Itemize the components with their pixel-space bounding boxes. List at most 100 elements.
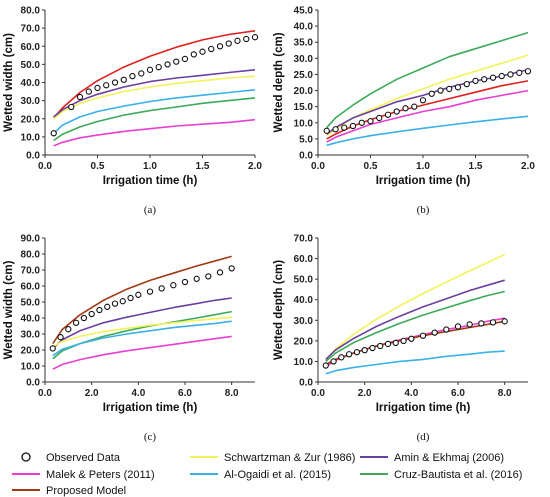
legend-label: Malek & Peters (2011): [46, 469, 155, 481]
series-line-cruz: [326, 31, 529, 129]
y-tick-label: 0.0: [299, 151, 313, 162]
y-tick-label: 35.0: [294, 38, 314, 49]
y-tick-label: 20.0: [294, 336, 314, 347]
legend-label: Schwartzman & Zur (1986): [224, 452, 355, 464]
y-tick-label: 25.0: [294, 70, 314, 81]
observed-point: [94, 84, 101, 92]
observed-point: [251, 34, 259, 41]
observed-point: [431, 329, 438, 336]
series-line-schwartzman: [52, 316, 232, 348]
observed-point: [437, 87, 444, 94]
observed-point: [129, 73, 136, 80]
y-tick-label: 70.0: [294, 234, 314, 245]
observed-point: [516, 69, 523, 76]
observed-point: [411, 103, 418, 110]
observed-point: [50, 130, 57, 137]
y-tick-label: 5.0: [299, 134, 313, 145]
observed-point: [135, 291, 142, 298]
x-tick-label: 8.0: [498, 388, 512, 399]
observed-point: [243, 35, 250, 43]
series-line-alogaidi: [326, 115, 529, 147]
series-line-cruz: [53, 97, 256, 142]
observed-point: [164, 61, 171, 68]
observed-point: [472, 77, 479, 85]
series-line-schwartzman: [325, 253, 506, 360]
y-tick-label: 45.0: [294, 6, 314, 17]
observed-point: [393, 108, 400, 115]
observed-point: [332, 126, 339, 133]
observed-point: [408, 335, 415, 342]
observed-point: [419, 97, 427, 104]
observed-point: [120, 76, 127, 83]
y-tick-label: 30.0: [21, 96, 41, 107]
observed-point: [345, 351, 353, 358]
y-tick-label: 60.0: [21, 42, 41, 53]
y-axis-title: Wetted depth (cm): [273, 32, 285, 132]
observed-point: [72, 319, 80, 326]
observed-point: [341, 124, 348, 131]
x-tick-label: 4.0: [404, 388, 418, 399]
y-tick-label: 40.0: [294, 295, 314, 306]
legend-label: Al-Ogaidi et al. (2015): [224, 469, 331, 481]
panel-caption: (c): [144, 431, 157, 443]
y-tick-label: 40.0: [294, 22, 314, 33]
series-line-alogaidi: [52, 320, 232, 357]
panel-caption: (b): [417, 204, 430, 216]
legend-item-malek: Malek & Peters (2011): [12, 469, 155, 481]
y-tick-label: 50.0: [21, 60, 41, 71]
series-line-amin: [52, 297, 232, 349]
series-line-malek: [52, 335, 232, 370]
y-tick-label: 40.0: [21, 78, 41, 89]
observed-point: [419, 332, 427, 339]
x-tick-label: 2.0: [521, 161, 535, 172]
observed-point: [330, 358, 337, 365]
y-axis-title: Wetted width (cm): [3, 260, 15, 359]
observed-point: [193, 275, 200, 282]
x-tick-label: 2.0: [248, 161, 262, 172]
observed-point: [49, 345, 56, 352]
y-tick-label: 0.0: [26, 151, 40, 162]
chart-panel-d: 0.0 10.0 20.0 30.0 40.0 50.0 60.0 70.0 0.0 2.0 4.0…: [273, 234, 528, 443]
observed-point: [76, 93, 84, 101]
legend-item-cruz: Cruz-Bautista et al. (2016): [360, 469, 522, 481]
observed-point: [199, 48, 206, 55]
observed-point: [80, 314, 88, 322]
observed-point: [111, 79, 119, 86]
legend-label: Cruz-Bautista et al. (2016): [394, 469, 522, 481]
x-tick-label: 4.0: [131, 388, 145, 399]
observed-point: [501, 318, 508, 325]
observed-point: [57, 334, 64, 341]
y-tick-label: 90.0: [21, 234, 41, 245]
y-tick-label: 80.0: [21, 6, 41, 17]
x-tick-label: 2.0: [358, 388, 372, 399]
panel-caption: (d): [417, 431, 430, 443]
observed-point: [358, 119, 365, 126]
y-axis-title: Wetted width (cm): [3, 33, 15, 132]
y-tick-label: 50.0: [294, 275, 314, 286]
series-line-alogaidi: [325, 350, 505, 375]
observed-point: [234, 37, 241, 44]
y-tick-label: 10.0: [21, 132, 41, 143]
observed-point: [402, 105, 409, 112]
observed-point: [228, 265, 235, 272]
observed-point: [205, 273, 212, 280]
x-tick-label: 0.0: [38, 161, 52, 172]
observed-point: [454, 84, 462, 91]
series-line-malek: [53, 118, 256, 147]
x-tick-label: 0.5: [91, 161, 105, 172]
legend-item-schwartzman: Schwartzman & Zur (1986): [190, 452, 355, 464]
y-axis-title: Wetted depth (cm): [273, 260, 285, 360]
y-tick-label: 30.0: [294, 54, 314, 65]
legend-item-amin: Amin & Ekhmaj (2006): [360, 452, 504, 464]
legend-label: Observed Data: [46, 452, 121, 464]
observed-point: [400, 337, 407, 345]
observed-point: [85, 88, 92, 95]
legend-marker-circle: [21, 452, 31, 462]
y-tick-label: 0.0: [299, 378, 313, 389]
observed-point: [173, 58, 180, 65]
observed-point: [225, 40, 232, 47]
observed-point: [155, 63, 162, 71]
observed-point: [119, 298, 126, 305]
x-axis-title: Irrigation time (h): [376, 402, 471, 414]
